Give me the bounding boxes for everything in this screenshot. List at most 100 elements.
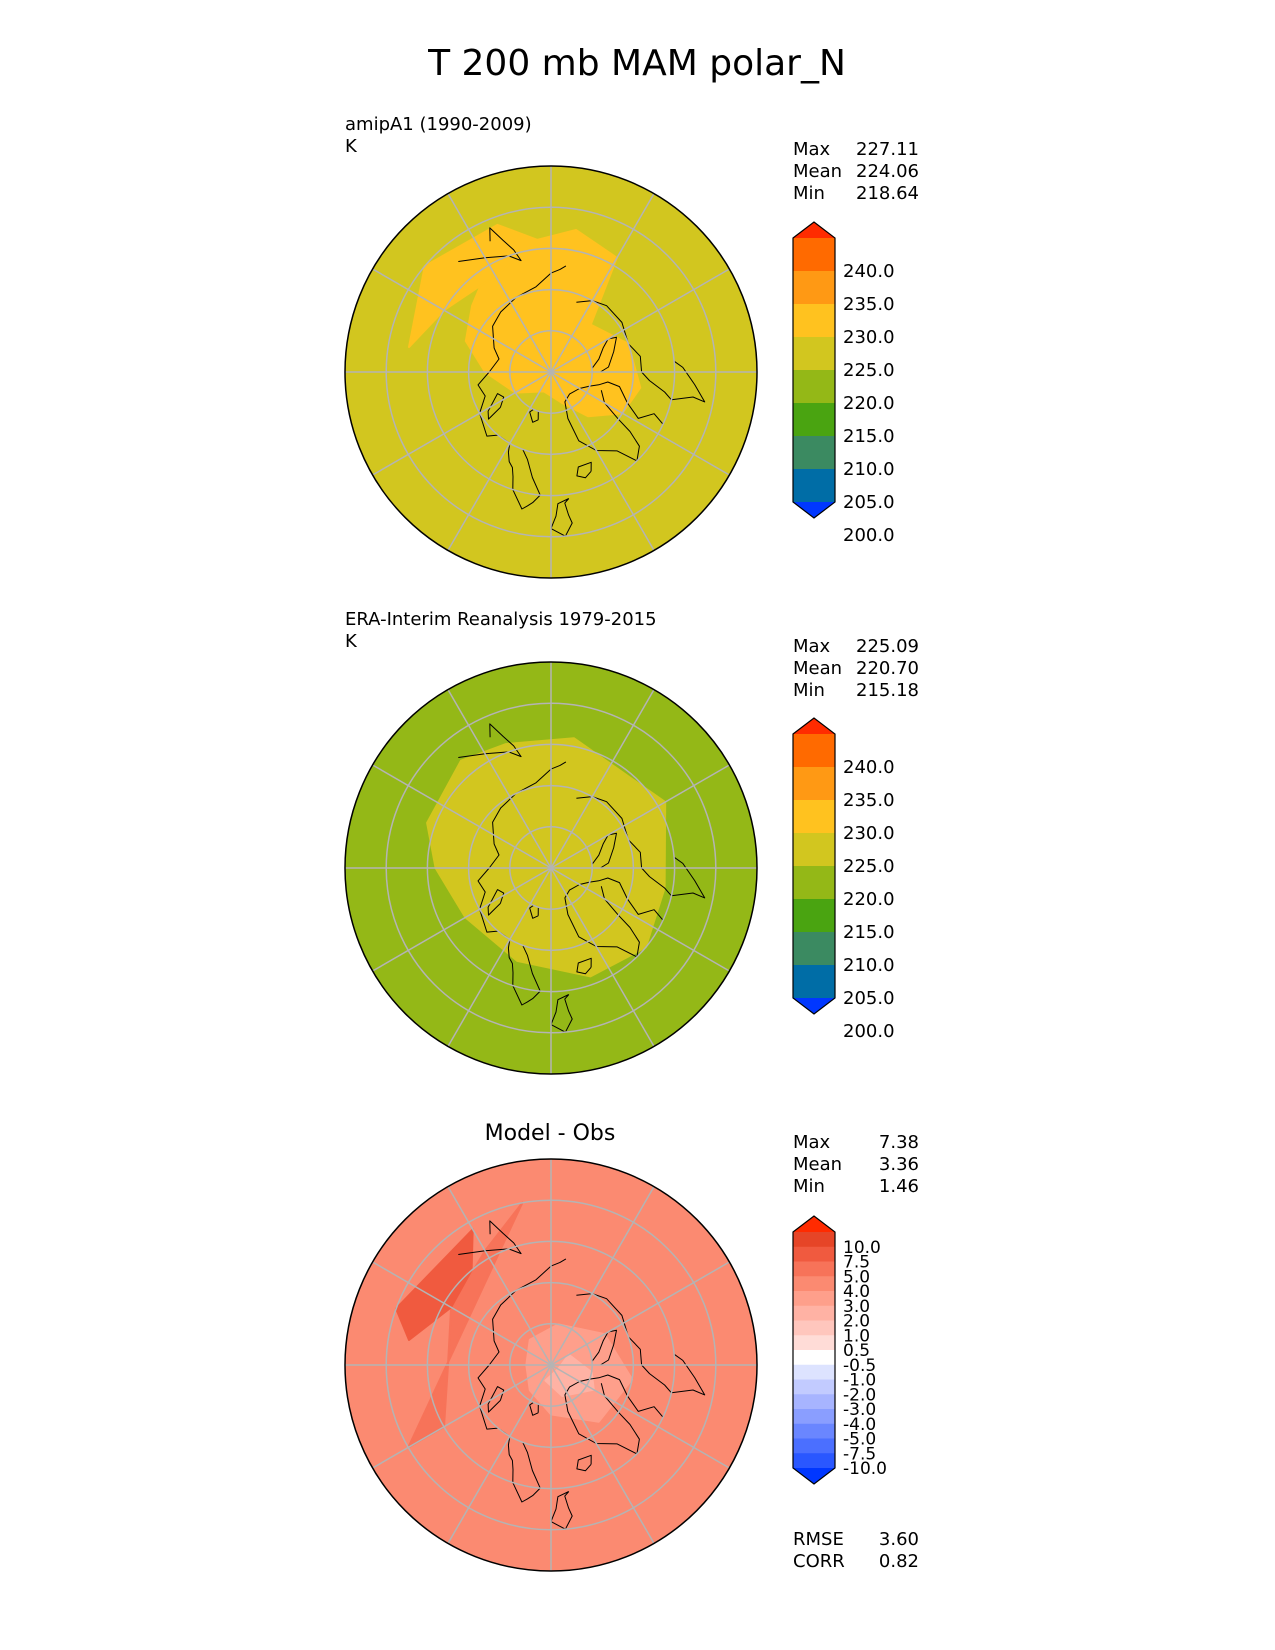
graticule-lon <box>550 689 655 869</box>
colorbar-tick-label: -2.0 <box>843 1385 876 1405</box>
colorbar-tick-label: 235.0 <box>843 790 895 811</box>
colorbar-tick-label: 200.0 <box>843 525 895 546</box>
coastline <box>529 1401 539 1416</box>
colorbar-tick-label: -4.0 <box>843 1415 876 1435</box>
stat-value: 215.18 <box>856 680 919 701</box>
colorbar-tick-label: 230.0 <box>843 823 895 844</box>
stat-name: Max <box>793 139 831 160</box>
stat-name: CORR <box>793 1551 845 1572</box>
map-border <box>344 661 758 1075</box>
stat-name: Max <box>793 636 831 657</box>
colorbar-tick-label: -7.5 <box>843 1444 876 1464</box>
colorbar-segment <box>793 271 835 305</box>
colorbar-extend-bottom <box>793 1468 835 1484</box>
coastline <box>591 832 617 869</box>
stat-name: Mean <box>793 1154 842 1175</box>
colorbar-segment <box>793 337 835 371</box>
graticule-lon <box>550 371 655 551</box>
graticule-lon <box>550 1364 655 1544</box>
coastline <box>591 1329 617 1366</box>
colorbar-extend-bottom <box>793 998 835 1014</box>
stat-value: 0.82 <box>879 1551 919 1572</box>
map-border <box>344 1158 758 1572</box>
polar-map <box>344 661 758 1075</box>
colorbar-tick-label: 3.0 <box>843 1297 870 1317</box>
colorbar-segment <box>793 833 835 867</box>
coastline <box>564 1374 664 1455</box>
colorbar-segment <box>793 866 835 900</box>
colorbar-tick-label: 205.0 <box>843 988 895 1009</box>
coastline <box>507 1436 541 1503</box>
panel-model: amipA1 (1990-2009) K Max 227.11 Mean 224.06… <box>344 114 919 579</box>
graticule-lon <box>447 689 552 869</box>
coastline <box>458 723 522 758</box>
colorbar-tick-label: -5.0 <box>843 1430 876 1450</box>
coastline <box>529 904 539 919</box>
colorbar-extend-bottom <box>793 502 835 518</box>
colorbar-segment <box>793 1276 835 1292</box>
colorbar-tick-label: 1.0 <box>843 1326 870 1346</box>
colorbar-tick-label: 2.0 <box>843 1312 870 1332</box>
stat-name: Mean <box>793 658 842 679</box>
colorbar-segment <box>793 1438 835 1454</box>
colorbar-tick-label: -3.0 <box>843 1400 876 1420</box>
graticule-lon <box>372 371 552 476</box>
stat-name: RMSE <box>793 1529 844 1550</box>
extra-stats: RMSE 3.60 CORR 0.82 <box>793 1529 919 1572</box>
colorbar-segment <box>793 1232 835 1248</box>
stat-value: 227.11 <box>856 139 919 160</box>
coastline <box>564 877 664 958</box>
stat-value: 220.70 <box>856 658 919 679</box>
colorbar-tick-label: -1.0 <box>843 1371 876 1391</box>
coastline <box>576 1454 592 1472</box>
colorbar-outline <box>792 221 836 519</box>
graticule-lon <box>372 867 552 972</box>
graticule-lon <box>447 1186 552 1366</box>
graticule-lon <box>550 764 730 869</box>
stat-name: Min <box>793 183 825 204</box>
panel-title: Model - Obs <box>485 1121 616 1146</box>
colorbar-segment <box>793 1394 835 1410</box>
colorbar-tick-label: 225.0 <box>843 360 895 381</box>
stat-value: 3.36 <box>879 1154 919 1175</box>
graticule-lon <box>372 1364 552 1469</box>
coastline <box>477 1258 567 1437</box>
coastline <box>477 761 567 940</box>
stat-value: 7.38 <box>879 1132 919 1153</box>
colorbar-tick-label: 0.5 <box>843 1341 870 1361</box>
colorbar-tick-label: 5.0 <box>843 1267 870 1287</box>
colorbar-segment <box>793 238 835 272</box>
coastline <box>507 939 541 1006</box>
colorbar-tick-label: -0.5 <box>843 1356 876 1376</box>
stats-block: Max 225.09 Mean 220.70 Min 215.18 <box>793 636 919 701</box>
colorbar-segment <box>793 1320 835 1336</box>
panel-obs: ERA-Interim Reanalysis 1979-2015 K Max 22… <box>344 609 919 1075</box>
polar-map <box>344 1158 758 1572</box>
colorbar-outline <box>792 1215 836 1485</box>
coastline <box>529 408 539 423</box>
colorbar-segment <box>793 1350 835 1366</box>
colorbar-segment <box>793 370 835 404</box>
coastline <box>576 796 706 899</box>
colorbar-tick-label: 215.0 <box>843 922 895 943</box>
stat-value: 225.09 <box>856 636 919 657</box>
panel-label: ERA-Interim Reanalysis 1979-2015 <box>345 609 657 630</box>
colorbar-tick-label: 240.0 <box>843 757 895 778</box>
graticule-lon <box>372 764 552 869</box>
colorbar-segment <box>793 1335 835 1351</box>
stat-name: Min <box>793 680 825 701</box>
colorbar-tick-label: 215.0 <box>843 426 895 447</box>
colorbar-tick-label: 7.5 <box>843 1253 870 1273</box>
colorbar-tick-label: 240.0 <box>843 261 895 282</box>
colorbar-tick-label: 205.0 <box>843 492 895 513</box>
stat-name: Min <box>793 1176 825 1197</box>
figure-title: T 200 mb MAM polar_N <box>427 43 846 84</box>
colorbar-extend-top <box>793 718 835 734</box>
coastline <box>576 461 592 479</box>
colorbar-tick-label: 230.0 <box>843 327 895 348</box>
colorbar-segment <box>793 1261 835 1277</box>
colorbar-extend-top <box>793 222 835 238</box>
colorbar-tick-label: 220.0 <box>843 889 895 910</box>
stat-value: 3.60 <box>879 1529 919 1550</box>
